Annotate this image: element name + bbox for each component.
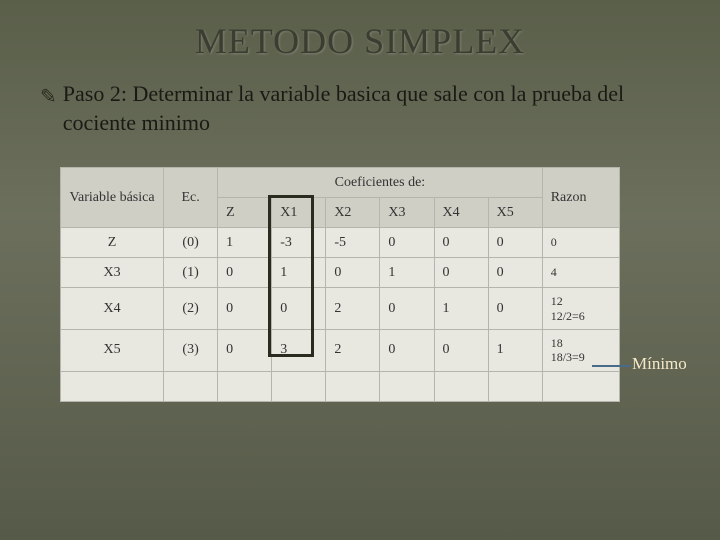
coef-label: Z — [218, 198, 272, 228]
minimo-label: Mínimo — [632, 354, 687, 374]
cell-coef: 0 — [488, 228, 542, 258]
col-header-variable: Variable básica — [61, 168, 164, 228]
cell-coef: 0 — [488, 288, 542, 330]
cell-coef: 1 — [380, 258, 434, 288]
cell-coef: 0 — [218, 329, 272, 371]
table-row: Z (0) 1 -3 -5 0 0 0 0 — [61, 228, 620, 258]
cell-var: X5 — [61, 329, 164, 371]
col-header-coef: Coeficientes de: — [218, 168, 543, 198]
bullet-text: Paso 2: Determinar la variable basica qu… — [63, 80, 680, 137]
slide-title: METODO SIMPLEX — [30, 20, 690, 62]
minimo-arrow — [592, 365, 630, 367]
cell-var: Z — [61, 228, 164, 258]
bullet-point: ✎ Paso 2: Determinar la variable basica … — [30, 80, 690, 137]
cell-coef: 0 — [434, 258, 488, 288]
cell-coef: 0 — [326, 258, 380, 288]
cell-var: X4 — [61, 288, 164, 330]
cell-coef: 1 — [272, 258, 326, 288]
cell-coef: 0 — [272, 288, 326, 330]
cell-coef: 3 — [272, 329, 326, 371]
coef-label: X5 — [488, 198, 542, 228]
cell-razon: 0 — [542, 228, 619, 258]
cell-coef: 0 — [488, 258, 542, 288]
cell-ec: (3) — [164, 329, 218, 371]
table-row: X4 (2) 0 0 2 0 1 0 1212/2=6 — [61, 288, 620, 330]
cell-ec: (0) — [164, 228, 218, 258]
cell-coef: 0 — [218, 288, 272, 330]
cell-razon: 1212/2=6 — [542, 288, 619, 330]
cell-coef: 0 — [380, 329, 434, 371]
coef-label: X1 — [272, 198, 326, 228]
cell-coef: 0 — [380, 228, 434, 258]
table-row: X5 (3) 0 3 2 0 0 1 1818/3=9 — [61, 329, 620, 371]
cell-razon: 4 — [542, 258, 619, 288]
simplex-table-wrap: Variable básica Ec. Coeficientes de: Raz… — [60, 167, 660, 402]
table-row-empty — [61, 371, 620, 401]
cell-coef: 1 — [218, 228, 272, 258]
cell-ec: (2) — [164, 288, 218, 330]
cell-coef: 0 — [218, 258, 272, 288]
cell-coef: -5 — [326, 228, 380, 258]
coef-label: X2 — [326, 198, 380, 228]
coef-label: X4 — [434, 198, 488, 228]
table-row: X3 (1) 0 1 0 1 0 0 4 — [61, 258, 620, 288]
bullet-icon: ✎ — [40, 84, 57, 109]
cell-coef: 2 — [326, 288, 380, 330]
col-header-razon: Razon — [542, 168, 619, 228]
cell-coef: 0 — [434, 329, 488, 371]
col-header-ec: Ec. — [164, 168, 218, 228]
cell-coef: 0 — [380, 288, 434, 330]
cell-ec: (1) — [164, 258, 218, 288]
cell-coef: 1 — [488, 329, 542, 371]
coef-label: X3 — [380, 198, 434, 228]
cell-coef: 0 — [434, 228, 488, 258]
simplex-table: Variable básica Ec. Coeficientes de: Raz… — [60, 167, 620, 402]
cell-coef: 2 — [326, 329, 380, 371]
cell-coef: 1 — [434, 288, 488, 330]
cell-var: X3 — [61, 258, 164, 288]
cell-coef: -3 — [272, 228, 326, 258]
